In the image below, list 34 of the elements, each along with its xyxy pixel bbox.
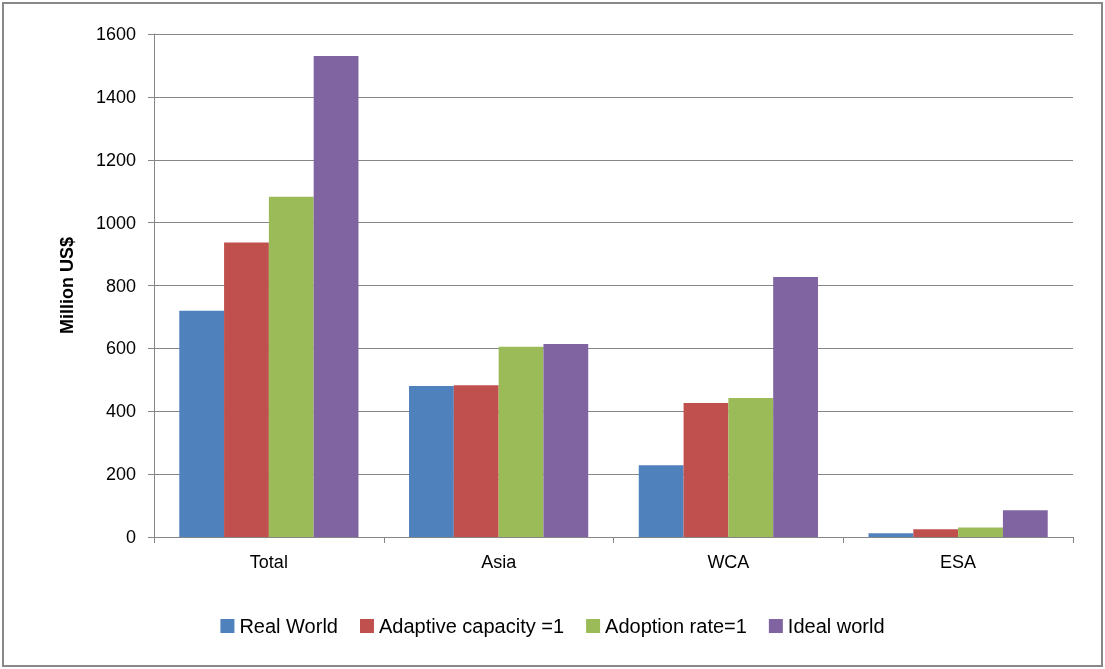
y-axis-title: Million US$: [57, 236, 77, 335]
bar: [1002, 510, 1048, 537]
y-tick-label: 1000: [95, 212, 136, 233]
bar: [728, 398, 774, 537]
bar: [268, 196, 314, 537]
x-tick-label: Total: [249, 552, 288, 572]
bar: [224, 242, 269, 537]
y-tick-label: 200: [105, 464, 136, 485]
legend-label: Ideal world: [787, 615, 885, 637]
x-tick-label: Asia: [481, 552, 518, 572]
y-tick-label: 1400: [95, 86, 136, 107]
bar: [498, 346, 544, 537]
bar: [543, 343, 589, 537]
y-tick-label: 1600: [95, 24, 136, 44]
bar: [453, 385, 499, 537]
y-tick-label: 0: [125, 527, 136, 547]
bar: [868, 533, 914, 537]
y-tick-label: 400: [105, 401, 136, 422]
bar: [773, 277, 818, 537]
legend-label: Adoption rate=1: [605, 615, 747, 637]
y-tick-label: 1200: [95, 149, 136, 170]
bar: [958, 527, 1003, 537]
y-tick-label: 800: [105, 275, 136, 296]
bar: [638, 465, 684, 537]
legend-label: Real World: [239, 615, 338, 637]
y-tick-label: 600: [105, 338, 136, 359]
bar: [683, 403, 729, 537]
bar: [179, 310, 225, 537]
x-tick-label: ESA: [940, 552, 977, 572]
x-tick-label: WCA: [707, 552, 750, 572]
bar: [913, 529, 959, 537]
bar: [313, 56, 359, 537]
bar: [409, 386, 454, 537]
legend-label: Adaptive capacity =1: [378, 615, 565, 637]
